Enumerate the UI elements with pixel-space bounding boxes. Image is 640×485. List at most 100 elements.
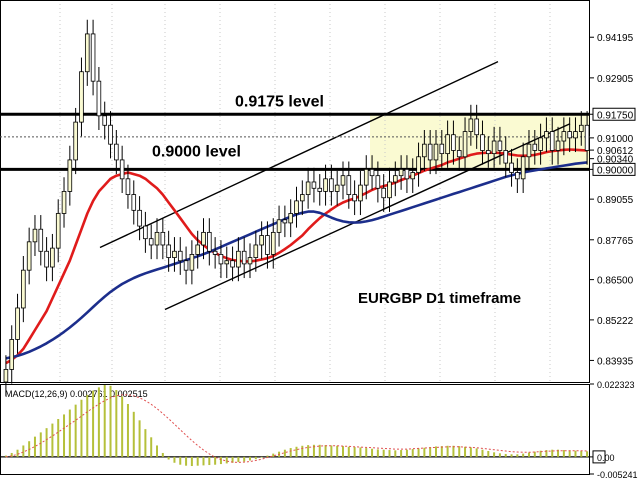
candle-body xyxy=(549,131,555,151)
candle-body xyxy=(125,178,131,195)
candle-body xyxy=(21,269,26,309)
level-label: 0.9175 level xyxy=(235,93,324,110)
candle-body xyxy=(253,244,259,258)
candle-body xyxy=(503,150,509,164)
candle-body xyxy=(346,175,352,195)
candle-body xyxy=(119,159,125,180)
price-axis-label: 0.92905 xyxy=(597,74,634,85)
candle-body xyxy=(329,178,334,192)
candle-body xyxy=(143,225,148,240)
price-axis-label: 0.91750 xyxy=(597,110,634,121)
candle-body xyxy=(468,118,474,132)
level-label: 0.9000 level xyxy=(152,143,241,160)
candle-body xyxy=(486,150,491,155)
candle-body xyxy=(497,140,503,151)
candle-body xyxy=(375,175,381,189)
candle-body xyxy=(73,121,78,161)
price-axis-label: 0.89055 xyxy=(597,195,634,206)
candle-body xyxy=(555,140,561,151)
macd-signal-line xyxy=(5,394,588,463)
candle-body xyxy=(38,228,44,252)
price-axis-highlight-box xyxy=(592,162,636,176)
candle-body xyxy=(148,238,154,246)
candle-body xyxy=(131,194,137,211)
candle-body xyxy=(102,115,107,126)
candle-body xyxy=(15,307,20,340)
candle-body xyxy=(212,250,218,255)
candle-body xyxy=(381,187,386,199)
price-axis-label: 0.90000 xyxy=(597,165,634,176)
candle-body xyxy=(224,260,230,265)
candle-body xyxy=(352,194,357,202)
candle-body xyxy=(462,131,468,158)
candle-body xyxy=(311,181,317,189)
candle-body xyxy=(515,172,520,180)
candle-body xyxy=(526,143,532,158)
candle-body xyxy=(177,250,183,262)
candle-body xyxy=(114,143,119,161)
candle-body xyxy=(259,235,264,246)
candle-body xyxy=(451,134,456,151)
candle-body xyxy=(137,209,142,227)
candle-body xyxy=(44,250,49,268)
candle-body xyxy=(166,244,171,258)
macd-zero-box xyxy=(592,450,606,464)
candle-body xyxy=(439,143,445,155)
price-panel-frame xyxy=(0,0,590,383)
candle-body xyxy=(573,131,578,139)
candle-body xyxy=(84,33,90,73)
candle-body xyxy=(445,134,450,155)
candle-body xyxy=(247,257,253,265)
candle-body xyxy=(294,200,299,214)
candle-body xyxy=(236,250,241,268)
candle-body xyxy=(230,260,235,268)
candle-body xyxy=(433,143,439,161)
channel-upper-line xyxy=(99,61,499,249)
candle-body xyxy=(160,231,166,246)
candle-body xyxy=(79,71,84,123)
candle-body xyxy=(172,250,177,258)
candle-body xyxy=(305,181,311,195)
candle-body xyxy=(207,231,212,252)
candle-body xyxy=(96,80,102,117)
candle-body xyxy=(288,213,293,224)
candle-body xyxy=(334,184,340,192)
candle-body xyxy=(276,219,282,233)
candle-body xyxy=(544,131,549,139)
candle-body xyxy=(32,228,38,243)
candle-body xyxy=(300,194,305,202)
candle-body xyxy=(26,241,32,271)
candle-body xyxy=(282,219,288,224)
candle-body xyxy=(67,159,73,192)
candle-body xyxy=(509,162,514,173)
macd-axis-label: -0.005241 xyxy=(597,470,638,480)
candle-body xyxy=(532,143,538,151)
price-axis-label: 0.91000 xyxy=(597,134,634,145)
candle-body xyxy=(90,33,96,82)
candle-body xyxy=(393,175,398,183)
candle-body xyxy=(422,143,427,158)
candle-body xyxy=(50,247,55,268)
candle-body xyxy=(410,172,416,180)
candle-body xyxy=(218,254,224,265)
price-axis-label: 0.85222 xyxy=(597,316,634,327)
macd-axis-label: 0.00 xyxy=(597,453,615,463)
price-axis-label: 0.86500 xyxy=(597,276,634,287)
candle-body xyxy=(358,184,363,202)
candle-body xyxy=(491,140,497,155)
candle-body xyxy=(189,254,195,271)
candle-body xyxy=(317,187,323,192)
candle-body xyxy=(241,250,247,265)
macd-title: MACD(12,26,9) 0.002761 0.002515 xyxy=(5,389,148,399)
candle-body xyxy=(387,181,392,199)
candle-body xyxy=(567,131,572,139)
candle-body xyxy=(538,137,543,151)
candle-body xyxy=(363,168,369,186)
candle-body xyxy=(404,168,410,180)
macd-axis-label: 0.022323 xyxy=(597,380,635,390)
candle-body xyxy=(61,191,67,214)
candle-body xyxy=(340,175,346,186)
price-axis-highlight-box xyxy=(592,107,636,121)
